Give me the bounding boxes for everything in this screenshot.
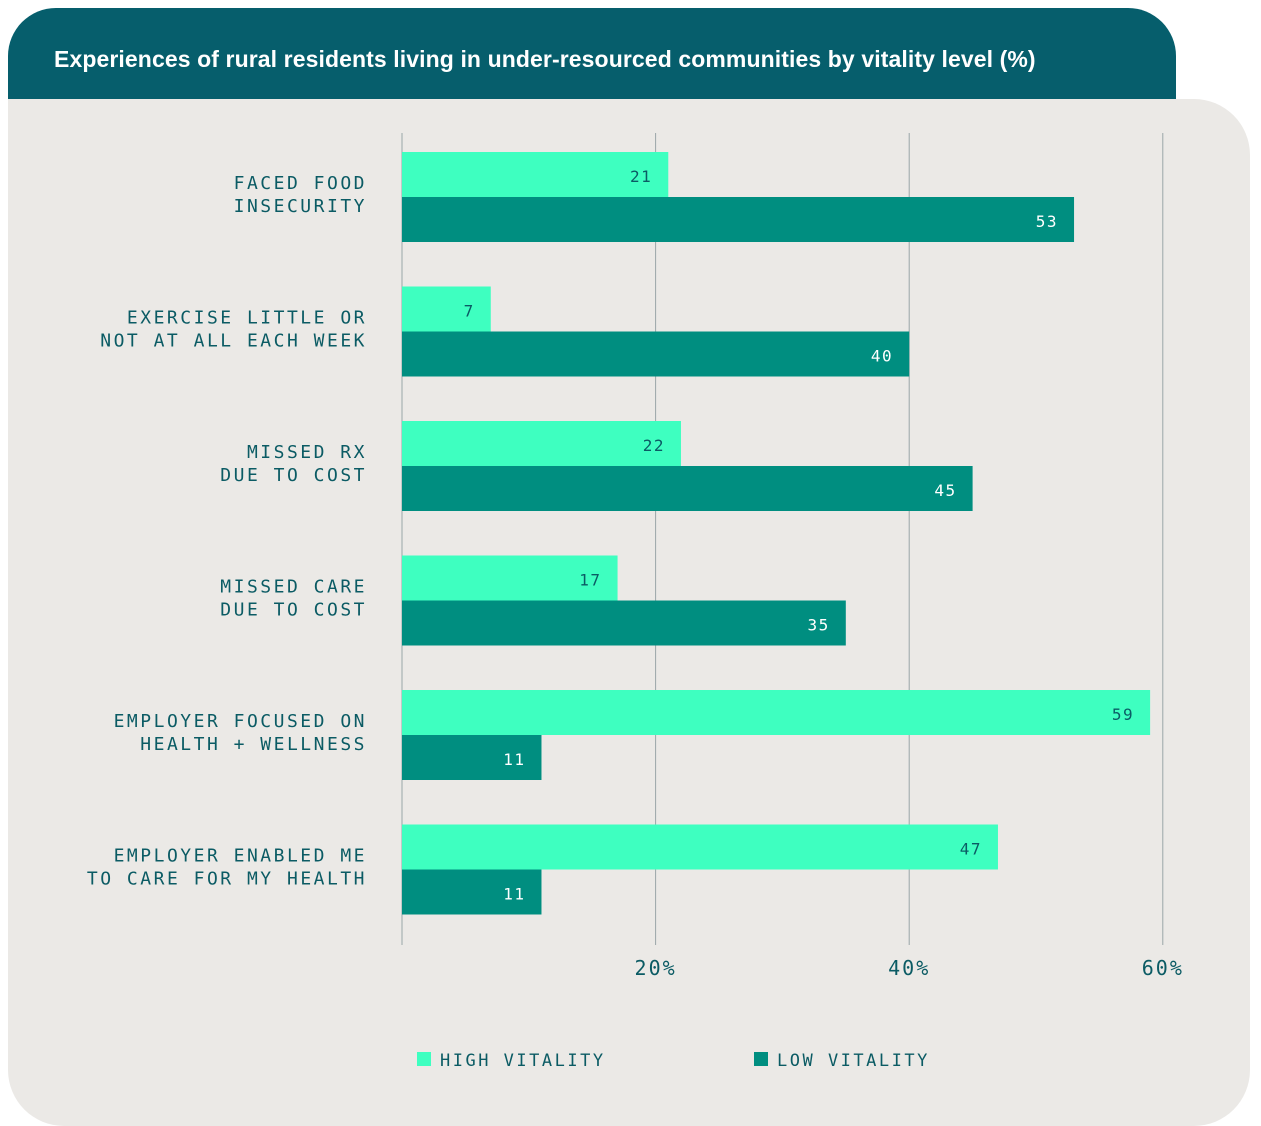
category-label: TO CARE FOR MY HEALTH	[87, 869, 367, 890]
category-label: DUE TO COST	[220, 465, 367, 486]
x-tick-label: 60%	[1142, 956, 1184, 980]
data-label: 17	[579, 571, 601, 590]
data-label: 22	[643, 436, 665, 455]
category-label: EMPLOYER ENABLED ME	[114, 846, 367, 867]
data-label: 40	[871, 347, 893, 366]
legend-label: HIGH VITALITY	[440, 1051, 606, 1071]
bar-low-vitality	[402, 331, 910, 377]
category-label: INSECURITY	[234, 196, 367, 217]
bar-low-vitality	[402, 466, 973, 511]
category-label: NOT AT ALL EACH WEEK	[100, 331, 367, 352]
bar-high-vitality	[402, 555, 618, 601]
legend-swatch-high	[417, 1052, 431, 1066]
legend-label: LOW VITALITY	[777, 1051, 930, 1071]
bar-high-vitality	[402, 421, 681, 466]
category-label: EXERCISE LITTLE OR	[127, 308, 367, 329]
category-label: FACED FOOD	[234, 173, 367, 194]
bar-high-vitality	[402, 824, 998, 870]
legend-swatch-low	[754, 1052, 768, 1066]
bar-high-vitality	[402, 690, 1151, 735]
bar-low-vitality	[402, 869, 542, 915]
category-label: EMPLOYER FOCUSED ON	[114, 711, 367, 732]
bar-low-vitality	[402, 600, 846, 646]
data-label: 7	[464, 302, 475, 321]
data-label: 45	[934, 481, 956, 500]
data-label: 11	[503, 885, 525, 904]
data-label: 47	[960, 840, 982, 859]
bar-low-vitality	[402, 735, 542, 780]
data-label: 21	[630, 167, 652, 186]
data-label: 59	[1112, 705, 1134, 724]
bar-low-vitality	[402, 197, 1075, 242]
data-label: 53	[1036, 212, 1058, 231]
category-label: HEALTH + WELLNESS	[140, 734, 367, 755]
x-tick-label: 20%	[635, 956, 677, 980]
data-label: 35	[808, 616, 830, 635]
category-label: DUE TO COST	[220, 600, 367, 621]
data-label: 11	[503, 750, 525, 769]
chart-header: Experiences of rural residents living in…	[8, 8, 1176, 100]
category-label: MISSED RX	[247, 442, 367, 463]
x-tick-label: 40%	[888, 956, 930, 980]
chart-title: Experiences of rural residents living in…	[54, 46, 1036, 72]
category-label: MISSED CARE	[220, 577, 367, 598]
bar-high-vitality	[402, 286, 491, 332]
bar-high-vitality	[402, 152, 669, 197]
